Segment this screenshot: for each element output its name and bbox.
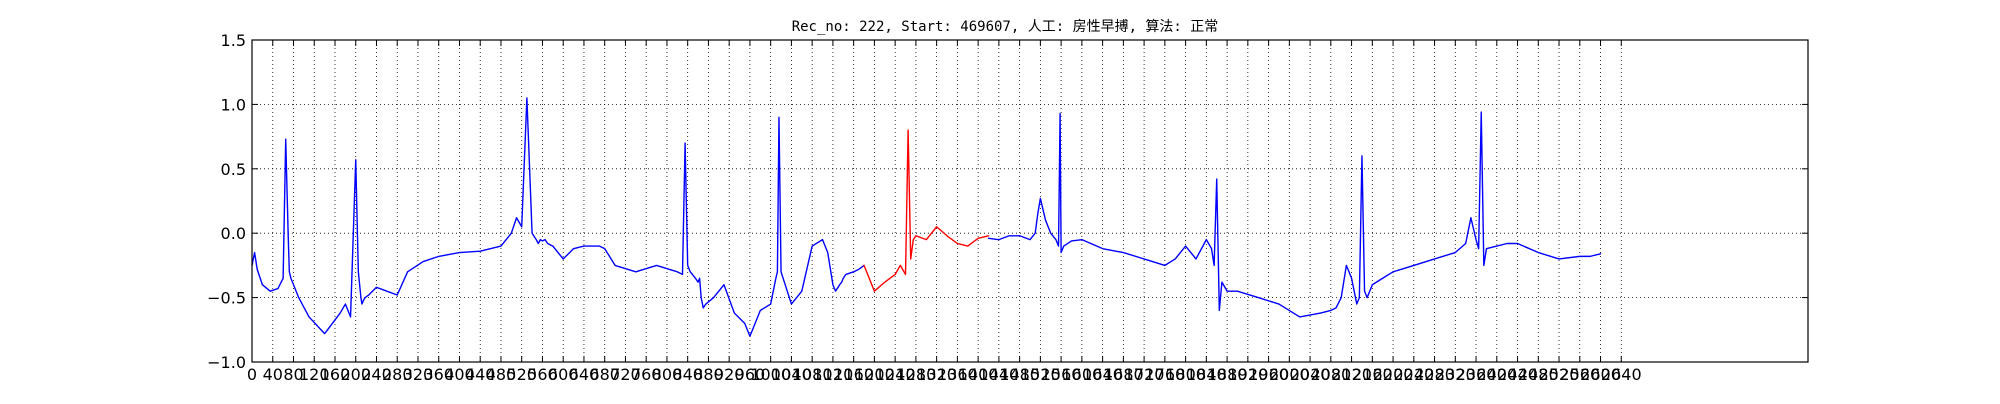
x-tick-label: 1640 — [1082, 365, 1123, 384]
x-tick-label: 1000 — [750, 365, 791, 384]
x-axis-ticks: 0 40 8012016020024028032036040044048052056… — [247, 40, 1642, 384]
x-tick-label: 760 — [631, 365, 662, 384]
x-tick-label: 1280 — [896, 365, 937, 384]
x-tick-label: 2080 — [1310, 365, 1351, 384]
x-tick-label: 1520 — [1020, 365, 1061, 384]
x-tick-label: 2000 — [1269, 365, 1310, 384]
x-tick-label: 2640 — [1601, 365, 1642, 384]
x-tick-label: 200 — [340, 365, 371, 384]
x-tick-label: 1800 — [1165, 365, 1206, 384]
x-tick-label: 1920 — [1227, 365, 1268, 384]
x-tick-label: 1400 — [958, 365, 999, 384]
x-tick-label: 2480 — [1518, 365, 1559, 384]
x-tick-label: 400 — [444, 365, 475, 384]
series-layer — [251, 97, 1602, 337]
x-tick-label: 560 — [527, 365, 558, 384]
x-tick-label: 2560 — [1559, 365, 1600, 384]
x-tick-label: 1720 — [1124, 365, 1165, 384]
y-tick-label: 1.5 — [221, 31, 246, 50]
x-tick-label: 920 — [714, 365, 745, 384]
series-line-1 — [251, 97, 865, 337]
y-tick-label: −1.0 — [207, 353, 246, 372]
y-tick-label: −0.5 — [207, 289, 246, 308]
x-tick-label: 720 — [610, 365, 641, 384]
x-tick-label: 2400 — [1476, 365, 1517, 384]
x-tick-label: 880 — [693, 365, 724, 384]
x-tick-label: 0 — [247, 365, 257, 384]
x-tick-label: 320 — [403, 365, 434, 384]
chart-title: Rec_no: 222, Start: 469607, 人工: 房性早搏, 算法… — [792, 18, 1219, 35]
x-tick-label: 40 — [263, 365, 283, 384]
x-tick-label: 1680 — [1103, 365, 1144, 384]
x-tick-label: 680 — [589, 365, 620, 384]
x-tick-label: 800 — [652, 365, 683, 384]
x-tick-label: 1120 — [813, 365, 854, 384]
x-tick-label: 1480 — [999, 365, 1040, 384]
x-tick-label: 1320 — [916, 365, 957, 384]
x-tick-label: 1760 — [1144, 365, 1185, 384]
x-tick-label: 1240 — [875, 365, 916, 384]
x-tick-label: 240 — [361, 365, 392, 384]
y-axis-ticks: −1.0 −0.5 0.0 0.5 1.0 1.5 — [207, 31, 1808, 372]
x-tick-label: 1200 — [854, 365, 895, 384]
x-tick-label: 1360 — [937, 365, 978, 384]
plot-area-frame — [251, 39, 1809, 363]
x-tick-label: 840 — [672, 365, 703, 384]
x-tick-label: 1840 — [1186, 365, 1227, 384]
x-tick-label: 120 — [299, 365, 330, 384]
y-tick-label: 0.0 — [221, 224, 246, 243]
x-tick-label: 440 — [465, 365, 496, 384]
x-tick-label: 1600 — [1062, 365, 1103, 384]
x-tick-label: 1040 — [771, 365, 812, 384]
x-tick-label: 2160 — [1352, 365, 1393, 384]
x-tick-label: 2120 — [1331, 365, 1372, 384]
x-tick-label: 1080 — [792, 365, 833, 384]
x-tick-label: 1560 — [1041, 365, 1082, 384]
y-tick-label: 0.5 — [221, 160, 246, 179]
x-tick-label: 960 — [735, 365, 766, 384]
y-tick-label: 1.0 — [221, 95, 246, 114]
x-tick-label: 360 — [423, 365, 454, 384]
x-tick-label: 2200 — [1373, 365, 1414, 384]
series-line-3 — [987, 111, 1602, 318]
x-tick-label: 80 — [283, 365, 303, 384]
x-tick-label: 1960 — [1248, 365, 1289, 384]
series-line-2 — [863, 129, 990, 292]
x-tick-label: 2360 — [1456, 365, 1497, 384]
x-tick-label: 2520 — [1539, 365, 1580, 384]
x-tick-label: 280 — [382, 365, 413, 384]
x-tick-label: 1160 — [833, 365, 874, 384]
x-tick-label: 160 — [320, 365, 351, 384]
x-tick-label: 600 — [548, 365, 579, 384]
x-tick-label: 2600 — [1580, 365, 1621, 384]
x-tick-label: 1440 — [979, 365, 1020, 384]
x-tick-label: 1880 — [1207, 365, 1248, 384]
x-tick-label: 480 — [486, 365, 517, 384]
x-tick-label: 2040 — [1290, 365, 1331, 384]
x-tick-label: 520 — [506, 365, 537, 384]
grid-lines — [252, 39, 1808, 363]
x-tick-label: 2280 — [1414, 365, 1455, 384]
x-tick-label: 2440 — [1497, 365, 1538, 384]
x-tick-label: 2240 — [1393, 365, 1434, 384]
x-tick-label: 2320 — [1435, 365, 1476, 384]
x-tick-label: 640 — [569, 365, 600, 384]
